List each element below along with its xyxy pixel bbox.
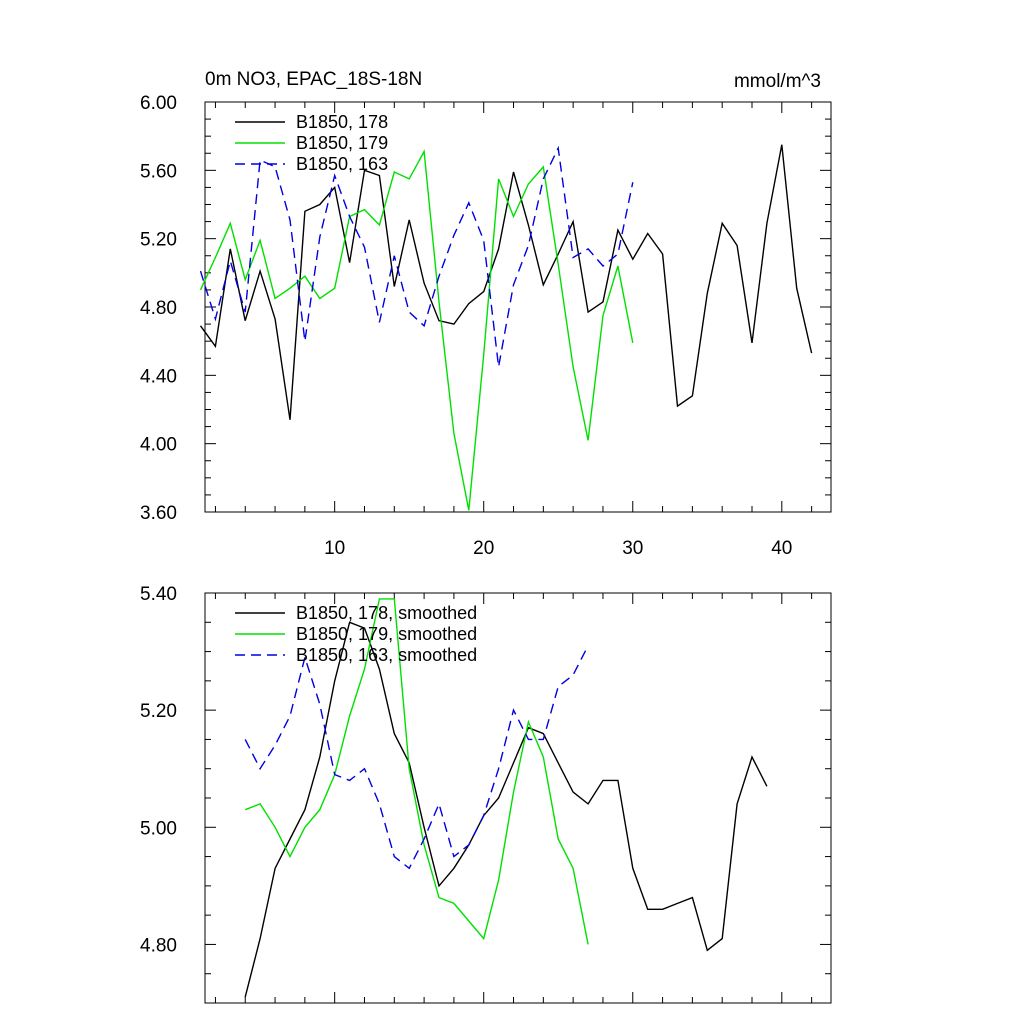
- series-line-1: [199, 144, 813, 420]
- y-tick-label: 5.20: [140, 701, 177, 722]
- x-tick-label: 10: [324, 538, 345, 559]
- x-tick-label: 40: [771, 538, 792, 559]
- top-panel: 0m NO3, EPAC_18S-18N mmol/m^3 10 20 30 40 3.…: [140, 69, 832, 559]
- y-tick-label: 3.60: [140, 503, 177, 524]
- top-series-group: [199, 144, 813, 511]
- y-tick-label: 5.60: [140, 161, 177, 182]
- top-axis-ticks: [205, 101, 831, 513]
- y-tick-label: 4.80: [140, 298, 177, 319]
- bottom-tick-labels: 4.80 5.00 5.20 5.40: [140, 584, 177, 956]
- x-tick-label: 20: [473, 538, 494, 559]
- series-line-3: [244, 645, 589, 870]
- top-chart-units: mmol/m^3: [734, 71, 821, 92]
- y-tick-label: 5.00: [140, 818, 177, 839]
- top-tick-labels: 10 20 30 40 3.60 4.00 4.40 4.80 5.20 5.60 6.00: [140, 93, 792, 559]
- y-tick-label: 4.80: [140, 935, 177, 956]
- bottom-panel: 4.805.005.205.40 B1850, 178, smoothedB18…: [140, 584, 832, 1004]
- series-line-2: [199, 149, 634, 511]
- top-chart-title: 0m NO3, EPAC_18S-18N: [205, 69, 422, 90]
- y-tick-label: 5.20: [140, 230, 177, 251]
- legend-label-1: B1850, 178: [296, 112, 388, 132]
- legend-label-2: B1850, 179, smoothed: [296, 624, 477, 644]
- series-line-2: [244, 598, 589, 945]
- legend-label-2: B1850, 179: [296, 133, 388, 153]
- y-tick-label: 4.00: [140, 435, 177, 456]
- y-tick-label: 4.40: [140, 366, 177, 387]
- y-tick-label: 5.40: [140, 584, 177, 605]
- x-tick-label: 30: [622, 538, 643, 559]
- bottom-axis-ticks: [205, 592, 831, 1003]
- legend-label-3: B1850, 163: [296, 154, 388, 174]
- bottom-series-group: [244, 598, 768, 998]
- series-line-1: [244, 621, 768, 998]
- legend-label-3: B1850, 163, smoothed: [296, 645, 477, 665]
- y-tick-label: 6.00: [140, 93, 177, 114]
- series-line-3: [199, 145, 634, 367]
- legend-label-1: B1850, 178, smoothed: [296, 603, 477, 623]
